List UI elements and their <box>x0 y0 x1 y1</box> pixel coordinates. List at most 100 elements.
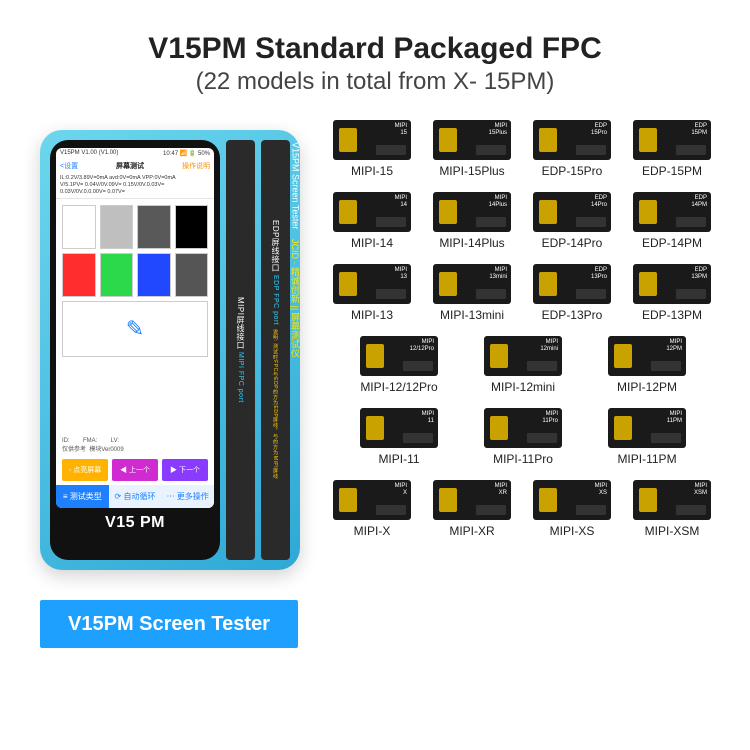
fpc-item: MIPI 11 MIPI-11 <box>357 408 441 466</box>
caption-badge: V15PM Screen Tester <box>40 600 298 648</box>
fpc-chip: MIPI 12PM <box>608 336 686 376</box>
fpc-item: EDP 13ProEDP-13Pro <box>530 264 614 322</box>
head-title: 屏幕测试 <box>116 161 144 171</box>
device-bezel: V15PM V1.00 (V1.00) 10:47 📶 🔋 50% <设置 屏幕… <box>50 140 220 560</box>
fpc-label: MIPI-11Pro <box>493 452 553 466</box>
fpc-item: MIPI 14 MIPI-14 <box>330 192 414 250</box>
button-row: ◦ 点亮屏幕◀ 上一个▶ 下一个 <box>56 455 214 485</box>
status-right: 10:47 📶 🔋 50% <box>163 150 210 157</box>
fpc-item: MIPI 13 MIPI-13 <box>330 264 414 322</box>
fpc-item: MIPI 11PM MIPI-11PM <box>605 408 689 466</box>
fpc-item: MIPI 15 MIPI-15 <box>330 120 414 178</box>
tab[interactable]: ⟳ 自动循环 <box>109 485 162 508</box>
fpc-chip: MIPI 11PM <box>608 408 686 448</box>
device-screen: V15PM V1.00 (V1.00) 10:47 📶 🔋 50% <设置 屏幕… <box>56 148 214 508</box>
fpc-chip: EDP 13PM <box>633 264 711 304</box>
swatch-grid: ✎ <box>56 199 214 436</box>
tab[interactable]: ≡ 测试类型 <box>56 485 109 508</box>
fpc-label: MIPI-14Plus <box>439 236 504 250</box>
fpc-chip: MIPI 14Plus <box>433 192 511 232</box>
head-help[interactable]: 操作说明 <box>182 161 210 171</box>
tab[interactable]: ⋯ 更多操作 <box>161 485 214 508</box>
fpc-item: MIPI X MIPI-X <box>330 480 414 538</box>
fpc-item: EDP 14Pro EDP-14Pro <box>530 192 614 250</box>
fpc-chip: MIPI XR <box>433 480 511 520</box>
fpc-item: MIPI 14Plus MIPI-14Plus <box>430 192 514 250</box>
port-mipi-en: MIPI FPC port <box>237 352 244 403</box>
swatch[interactable] <box>62 205 96 249</box>
device: V15PM V1.00 (V1.00) 10:47 📶 🔋 50% <设置 屏幕… <box>40 130 300 570</box>
fpc-item: MIPI 12PMMIPI-12PM <box>605 336 689 394</box>
fpc-label: MIPI-15Plus <box>439 164 504 178</box>
fpc-item: MIPI XRMIPI-XR <box>430 480 514 538</box>
fpc-chip: MIPI XSM <box>633 480 711 520</box>
title-main: V15PM Standard Packaged FPC <box>0 32 750 66</box>
swatch[interactable] <box>137 205 171 249</box>
fpc-label: MIPI-13mini <box>440 308 504 322</box>
fpc-label: MIPI-X <box>354 524 391 538</box>
screen-readout: IL:0.2V/3.89V=0mA avd:0V=0mA VPP:0V=0mA … <box>56 173 214 199</box>
port-mipi: MIPI屏线接口 MIPI FPC port <box>226 140 255 560</box>
screen-status: V15PM V1.00 (V1.00) 10:47 📶 🔋 50% <box>56 148 214 159</box>
fpc-chip: EDP 15PM <box>633 120 711 160</box>
fpc-chip: MIPI 12mini <box>484 336 562 376</box>
fpc-chip: MIPI 14 <box>333 192 411 232</box>
screen-head: <设置 屏幕测试 操作说明 <box>56 159 214 173</box>
fpc-label: EDP-15PM <box>642 164 702 178</box>
fpc-item: MIPI XS MIPI-XS <box>530 480 614 538</box>
port-note: 说明: 测试时FPC与EDP的方为EDP屏线，与的方为MIPI屏线 <box>272 329 279 479</box>
port-edp: EDP屏线接口 EDP FPC port 说明: 测试时FPC与EDP的方为ED… <box>261 140 290 560</box>
fpc-grid: MIPI 15 MIPI-15 MIPI 15Plus MIPI-15Plus EDP … <box>330 120 716 538</box>
fpc-item: MIPI 12miniMIPI-12mini <box>481 336 565 394</box>
action-button[interactable]: ◀ 上一个 <box>112 459 158 481</box>
fpc-label: MIPI-12/12Pro <box>360 380 437 394</box>
fpc-label: MIPI-13 <box>351 308 393 322</box>
swatch[interactable] <box>100 205 134 249</box>
fpc-label: MIPI-11PM <box>617 452 676 466</box>
fpc-chip: MIPI 15 <box>333 120 411 160</box>
fpc-item: MIPI 12/12Pro MIPI-12/12Pro <box>357 336 441 394</box>
title-sub: (22 models in total from X- 15PM) <box>0 68 750 96</box>
device-side-note: V15PM Screen Tester JCID · 精诚创新 || 屏幕测试仪 <box>289 142 302 558</box>
fpc-label: EDP-14Pro <box>542 236 603 250</box>
action-button[interactable]: ▶ 下一个 <box>162 459 208 481</box>
fpc-item: EDP 15ProEDP-15Pro <box>530 120 614 178</box>
fpc-chip: MIPI 11Pro <box>484 408 562 448</box>
swatch[interactable] <box>62 253 96 297</box>
head-back[interactable]: <设置 <box>60 161 78 171</box>
swatch[interactable] <box>175 205 209 249</box>
fpc-chip: EDP 14Pro <box>533 192 611 232</box>
draw-icon[interactable]: ✎ <box>62 301 208 357</box>
port-area: MIPI屏线接口 MIPI FPC port EDP屏线接口 EDP FPC p… <box>220 140 290 560</box>
fpc-item: MIPI 15Plus MIPI-15Plus <box>430 120 514 178</box>
fpc-label: MIPI-XSM <box>645 524 700 538</box>
fpc-chip: MIPI 13 <box>333 264 411 304</box>
fpc-label: MIPI-15 <box>351 164 393 178</box>
fpc-chip: MIPI 15Plus <box>433 120 511 160</box>
fpc-label: EDP-14PM <box>642 236 702 250</box>
fpc-label: MIPI-XS <box>550 524 595 538</box>
fpc-item: EDP 14PM EDP-14PM <box>630 192 714 250</box>
fpc-label: MIPI-11 <box>378 452 419 466</box>
port-edp-cn: EDP屏线接口 <box>270 220 281 272</box>
port-mipi-cn: MIPI屏线接口 <box>235 297 246 349</box>
swatch[interactable] <box>137 253 171 297</box>
fpc-item: EDP 13PM EDP-13PM <box>630 264 714 322</box>
fpc-chip: MIPI 12/12Pro <box>360 336 438 376</box>
action-button[interactable]: ◦ 点亮屏幕 <box>62 459 108 481</box>
fpc-label: EDP-13PM <box>642 308 702 322</box>
screen-info: ID: FMA: LV: 仅供参考 模块Ver0009 <box>56 436 214 455</box>
fpc-item: MIPI 13miniMIPI-13mini <box>430 264 514 322</box>
fpc-chip: EDP 14PM <box>633 192 711 232</box>
status-left: V15PM V1.00 (V1.00) <box>60 150 118 157</box>
fpc-item: MIPI 11Pro MIPI-11Pro <box>481 408 565 466</box>
fpc-chip: MIPI XS <box>533 480 611 520</box>
fpc-chip: MIPI 11 <box>360 408 438 448</box>
swatch[interactable] <box>175 253 209 297</box>
swatch[interactable] <box>100 253 134 297</box>
fpc-label: EDP-13Pro <box>542 308 603 322</box>
readout-line-2: V/5.1PV= 0.04V/0V.09V= 0.15V/0V.0.03V= 0… <box>60 182 210 196</box>
fpc-label: MIPI-14 <box>351 236 393 250</box>
fpc-chip: MIPI X <box>333 480 411 520</box>
fpc-item: EDP 15PM EDP-15PM <box>630 120 714 178</box>
